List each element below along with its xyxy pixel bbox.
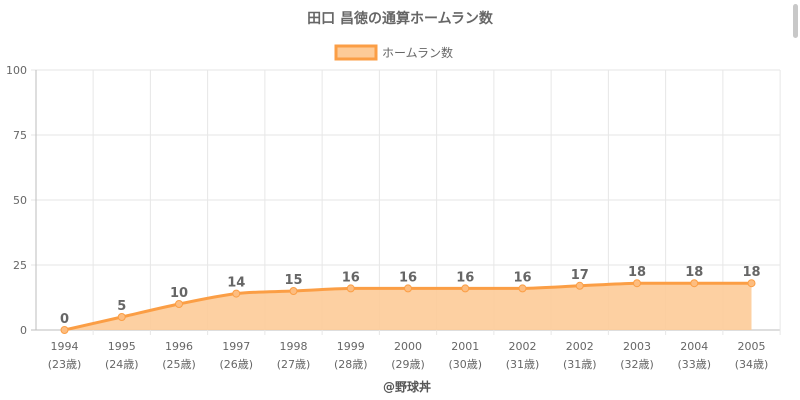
x-tick-sublabel: (24歳) <box>105 358 139 371</box>
x-tick-label: 2004 <box>680 340 708 353</box>
legend[interactable]: ホームラン数 <box>334 44 453 61</box>
y-tick-label: 75 <box>13 129 27 142</box>
x-tick-sublabel: (28歳) <box>334 358 368 371</box>
x-tick-label: 1996 <box>165 340 193 353</box>
x-tick-sublabel: (26歳) <box>219 358 253 371</box>
data-labels: 0 5 10 14 15 16 16 16 16 17 18 18 18 <box>60 265 761 327</box>
x-tick-sublabel: (23歳) <box>48 358 82 371</box>
data-label: 18 <box>628 265 646 280</box>
data-point[interactable] <box>461 284 470 293</box>
x-tick-label: 2001 <box>451 340 479 353</box>
x-tick-label: 1994 <box>51 340 79 353</box>
data-point[interactable] <box>747 279 756 288</box>
legend-swatch <box>334 44 378 61</box>
data-point[interactable] <box>690 279 699 288</box>
data-point[interactable] <box>404 284 412 293</box>
data-label: 5 <box>117 299 126 314</box>
data-points[interactable] <box>60 279 756 334</box>
data-label: 16 <box>513 270 531 285</box>
y-axis-ticks: 0 25 50 75 100 <box>6 64 27 337</box>
data-point[interactable] <box>175 300 183 308</box>
x-tick-sublabel: (30歳) <box>448 358 482 371</box>
x-tick-label: 2003 <box>623 340 651 353</box>
x-axis-ticks: 1994 (23歳) 1995 (24歳) 1996 (25歳) 1997 (26歳) 1998… <box>48 340 769 371</box>
data-point[interactable] <box>117 313 126 321</box>
data-label: 18 <box>742 265 760 280</box>
chart-title: 田口 昌徳の通算ホームラン数 <box>307 10 494 27</box>
x-tick-sublabel: (27歳) <box>277 358 311 371</box>
data-point[interactable] <box>518 284 527 293</box>
x-tick-label: 1997 <box>222 340 250 353</box>
data-label: 16 <box>399 270 417 285</box>
scrollbar[interactable] <box>793 4 798 38</box>
x-tick-label: 2005 <box>738 340 766 353</box>
data-label: 18 <box>685 265 703 280</box>
data-point[interactable] <box>633 279 641 288</box>
y-tick-label: 100 <box>6 64 27 77</box>
x-tick-label: 1999 <box>337 340 365 353</box>
x-tick-sublabel: (29歳) <box>391 358 425 371</box>
x-tick-sublabel: (31歳) <box>506 358 540 371</box>
x-tick-sublabel: (32歳) <box>620 358 654 371</box>
data-label: 10 <box>170 286 188 301</box>
x-tick-label: 2000 <box>394 340 422 353</box>
y-tick-label: 50 <box>13 194 27 207</box>
data-point[interactable] <box>289 287 298 295</box>
legend-label: ホームラン数 <box>382 45 453 60</box>
data-point[interactable] <box>346 284 355 293</box>
y-tick-label: 0 <box>20 324 27 337</box>
data-label: 17 <box>571 268 589 283</box>
data-point[interactable] <box>575 281 584 290</box>
x-tick-label: 1995 <box>108 340 136 353</box>
x-tick-label: 2002 <box>509 340 537 353</box>
x-tick-label: 1998 <box>280 340 308 353</box>
data-label: 16 <box>456 270 474 285</box>
data-point[interactable] <box>60 326 69 334</box>
data-label: 15 <box>284 273 302 288</box>
x-tick-sublabel: (33歳) <box>677 358 711 371</box>
data-label: 16 <box>342 270 360 285</box>
data-label: 14 <box>227 276 245 291</box>
x-tick-label: 2002 <box>566 340 594 353</box>
credit-label: @野球丼 <box>383 379 431 394</box>
x-tick-sublabel: (31歳) <box>563 358 597 371</box>
x-tick-sublabel: (34歳) <box>735 358 769 371</box>
data-label: 0 <box>60 312 69 327</box>
x-tick-sublabel: (25歳) <box>162 358 196 371</box>
y-tick-label: 25 <box>13 259 27 272</box>
data-point[interactable] <box>232 289 241 298</box>
